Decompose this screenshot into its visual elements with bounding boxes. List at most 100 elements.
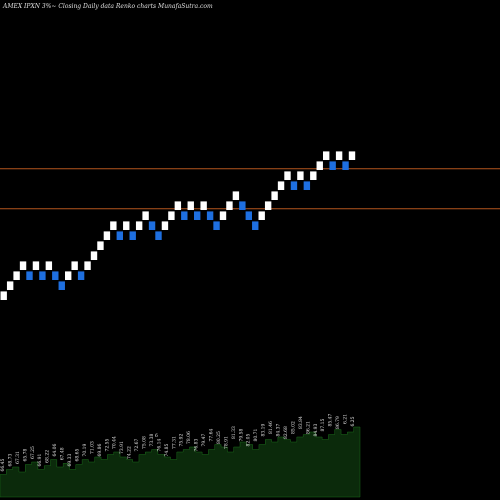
volume-label: 73.91: [119, 441, 125, 454]
volume-label: 74.85: [164, 443, 170, 456]
renko-brick-down: [342, 161, 349, 170]
volume-label: 67.48: [60, 447, 66, 460]
renko-brick-up: [284, 171, 291, 180]
renko-brick-up: [316, 161, 323, 170]
renko-brick-up: [258, 211, 265, 220]
renko-brick-down: [129, 231, 136, 240]
volume-label: 77.31: [171, 436, 177, 449]
volume-label: 76.83: [194, 438, 200, 451]
volume-label: 85.02: [290, 421, 296, 434]
renko-brick-up: [323, 151, 330, 160]
renko-brick-up: [13, 271, 20, 280]
renko-brick-up: [200, 201, 207, 210]
renko-brick-up: [219, 211, 227, 220]
renko-brick-up: [84, 261, 91, 270]
volume-label: 68.73: [7, 453, 13, 466]
volume-label: 81.33: [231, 426, 237, 439]
volume-label: 69.33: [67, 453, 73, 466]
volume-label: 69.86: [97, 443, 103, 456]
volume-label: 80.25: [216, 431, 222, 444]
renko-brick-down: [181, 211, 188, 220]
renko-brick-down: [194, 211, 201, 220]
volume-label: 79.58: [238, 428, 244, 441]
renko-brick-down: [58, 281, 65, 290]
renko-brick-up: [110, 221, 117, 230]
volume-panel: [0, 426, 361, 498]
renko-brick-down: [239, 201, 246, 210]
volume-label: 76.14: [156, 438, 162, 451]
renko-brick-down: [245, 211, 252, 220]
renko-brick-up: [123, 221, 130, 230]
volume-label: 80.71: [253, 428, 259, 441]
volume-label: 68.22: [45, 450, 51, 463]
volume-label: 72.55: [104, 438, 110, 451]
volume-label: 83.19: [261, 423, 267, 436]
renko-brick-up: [187, 201, 194, 210]
volume-label: 78.06: [186, 431, 192, 444]
renko-brick-down: [39, 271, 46, 280]
renko-brick-down: [290, 181, 298, 190]
renko-brick-up: [271, 191, 278, 200]
renko-brick-up: [32, 261, 40, 270]
renko-brick-up: [97, 241, 104, 250]
volume-label: 83.84: [298, 416, 304, 429]
renko-brick-up: [348, 151, 356, 160]
renko-brick-down: [26, 271, 33, 280]
volume-label: 86.21: [305, 421, 311, 434]
volume-label: 87.15: [320, 418, 326, 431]
renko-brick-up: [103, 231, 111, 240]
renko-brick-down: [213, 221, 220, 230]
renko-brick-up: [310, 171, 317, 180]
volume-label: 85.47: [328, 413, 334, 426]
renko-brick-up: [297, 171, 304, 180]
volume-label: 82.05: [246, 433, 252, 446]
volume-label: 65.78: [22, 448, 28, 461]
volume-marker: 6: [155, 433, 158, 439]
volume-label: 71.03: [89, 441, 95, 454]
renko-brick-down: [155, 231, 162, 240]
volume-label: 70.44: [112, 436, 118, 449]
renko-brick-down: [206, 211, 214, 220]
volume-label: 78.91: [223, 436, 229, 449]
volume-label: 74.22: [127, 446, 133, 459]
renko-brick-up: [6, 281, 14, 290]
volume-label: 67.25: [30, 446, 36, 459]
volume-label: 66.45: [0, 458, 6, 471]
volume-label: 82.68: [283, 426, 289, 439]
volume-label: 67.31: [15, 451, 21, 464]
renko-brick-up: [19, 261, 27, 270]
renko-brick-up: [226, 201, 233, 210]
volume-label: 64.06: [52, 443, 58, 456]
volume-label: 68.65: [75, 448, 81, 461]
renko-brick-down: [148, 221, 156, 230]
volume-label: 6.21: [343, 414, 349, 424]
renko-brick-up: [45, 261, 53, 270]
volume-label: 86.79: [335, 416, 341, 429]
renko-brick-up: [277, 181, 285, 190]
renko-brick-up: [264, 201, 272, 210]
renko-brick-up: [161, 221, 169, 230]
renko-bricks: [0, 151, 356, 300]
volume-label: 75.08: [142, 436, 148, 449]
renko-brick-down: [329, 161, 336, 170]
renko-brick-up: [168, 211, 175, 220]
volume-label: 84.93: [313, 423, 319, 436]
volume-label: 6.25: [350, 416, 356, 426]
renko-brick-up: [335, 151, 343, 160]
volume-label: 73.38: [149, 433, 155, 446]
renko-brick-down: [116, 231, 123, 240]
level-lines: [0, 168, 500, 210]
chart-title: AMEX IPXN 3%~ Closing Daily data Renko c…: [2, 3, 213, 10]
volume-label: 84.37: [276, 423, 282, 436]
renko-brick-up: [135, 221, 143, 230]
volume-label: 66.91: [37, 453, 43, 466]
renko-brick-up: [142, 211, 149, 220]
volume-label: 75.92: [179, 433, 185, 446]
volume-area: [0, 426, 361, 498]
renko-brick-up: [71, 261, 78, 270]
renko-brick-down: [252, 221, 259, 230]
renko-brick-up: [65, 271, 72, 280]
renko-brick-up: [232, 191, 240, 200]
